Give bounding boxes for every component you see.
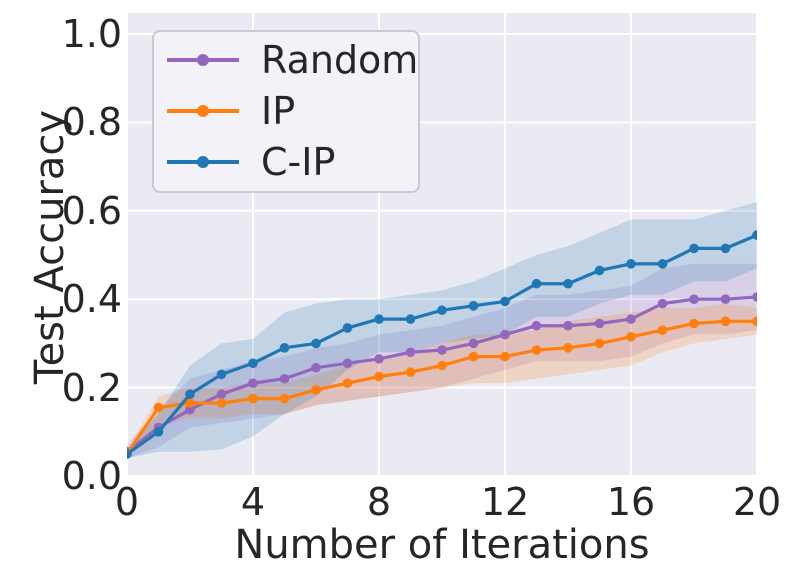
legend-item-ip: IP bbox=[154, 85, 418, 136]
markers-random bbox=[127, 292, 757, 457]
x-tick-label: 12 bbox=[480, 480, 530, 524]
legend: Random IP C-IP bbox=[152, 30, 420, 193]
markers-c-ip bbox=[127, 230, 757, 459]
y-tick-label: 0.6 bbox=[61, 188, 122, 233]
legend-line-marker-icon bbox=[167, 155, 239, 168]
y-tick-label: 0.2 bbox=[61, 365, 122, 410]
legend-item-random: Random bbox=[154, 34, 418, 85]
legend-label-random: Random bbox=[261, 37, 419, 82]
x-tick-label: 16 bbox=[606, 480, 656, 524]
series-lines bbox=[127, 230, 757, 459]
x-axis-label: Number of Iterations bbox=[234, 522, 650, 568]
x-tick-label: 4 bbox=[240, 480, 266, 524]
legend-line-marker-icon bbox=[167, 104, 239, 117]
legend-label-ip: IP bbox=[261, 88, 296, 133]
x-tick-label: 0 bbox=[114, 480, 140, 524]
y-tick-label: 0.0 bbox=[61, 454, 122, 498]
x-tick-label: 8 bbox=[366, 480, 392, 524]
legend-line-marker-icon bbox=[167, 53, 239, 66]
legend-item-cip: C-IP bbox=[154, 136, 418, 187]
markers-ip bbox=[127, 316, 757, 459]
y-tick-label: 0.8 bbox=[61, 100, 122, 145]
y-tick-label: 1.0 bbox=[61, 12, 122, 56]
legend-label-cip: C-IP bbox=[261, 139, 336, 184]
y-tick-label: 0.4 bbox=[61, 277, 122, 322]
x-tick-label: 20 bbox=[732, 480, 782, 524]
